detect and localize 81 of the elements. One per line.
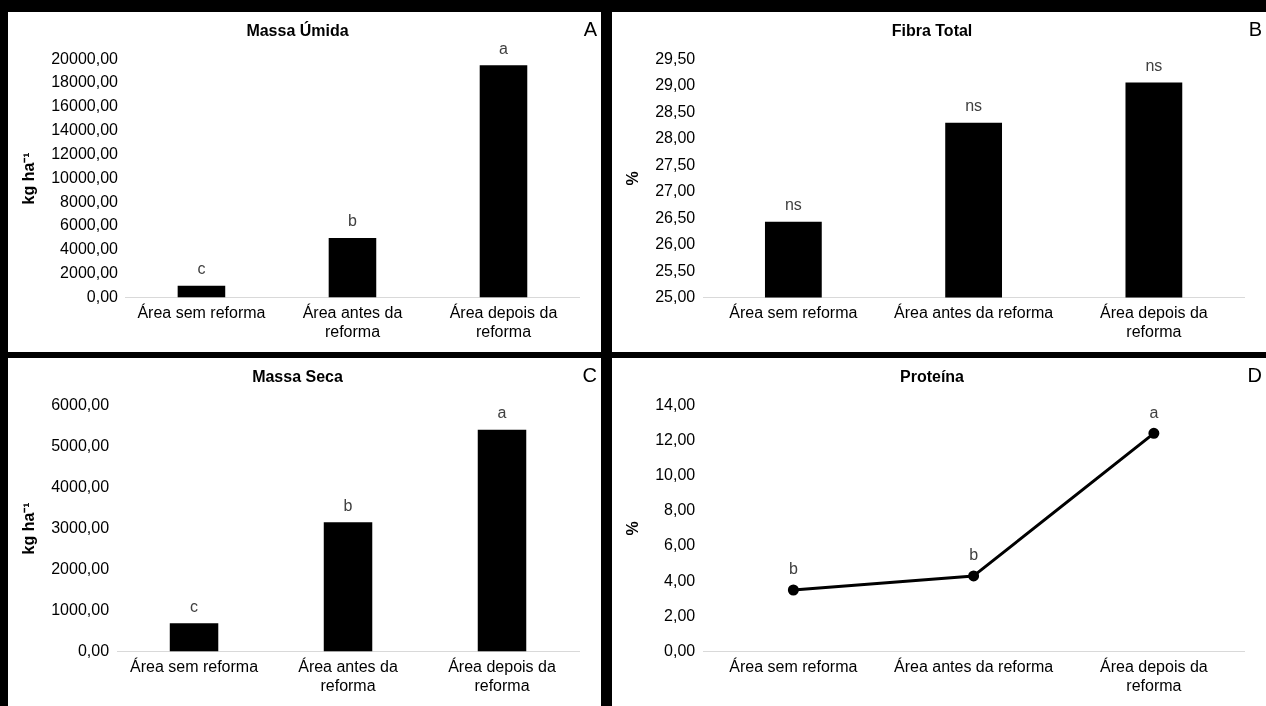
chart-title: Massa Úmida xyxy=(246,21,349,40)
y-tick-label: 28,50 xyxy=(655,102,696,120)
y-tick-label: 25,00 xyxy=(655,288,696,306)
y-tick-label: 6000,00 xyxy=(51,395,110,413)
annotation: b xyxy=(343,496,353,514)
x-tick-label: Área sem reforma xyxy=(130,656,259,675)
y-tick-label: 8,00 xyxy=(664,501,696,519)
bar xyxy=(323,522,373,652)
bar xyxy=(477,429,527,652)
annotation: a xyxy=(499,39,509,57)
y-tick-label: 10,00 xyxy=(655,466,696,484)
x-tick-label: Área antes da reforma xyxy=(894,656,1054,675)
y-tick-label: 27,00 xyxy=(655,182,696,200)
y-tick-label: 14000,00 xyxy=(51,121,119,139)
y-tick-label: 26,50 xyxy=(655,208,696,226)
y-tick-label: 2000,00 xyxy=(51,559,110,577)
bar xyxy=(169,623,219,652)
y-tick-label: 2000,00 xyxy=(60,264,119,282)
x-tick-label: Área antes da reforma xyxy=(894,302,1054,321)
y-tick-label: 6,00 xyxy=(664,536,696,554)
y-tick-label: 25,50 xyxy=(655,261,696,279)
annotation: ns xyxy=(965,97,983,115)
bar xyxy=(328,238,377,298)
x-tick-label: Área sem reforma xyxy=(729,302,858,321)
y-tick-label: 0,00 xyxy=(77,642,110,660)
y-tick-label: 12000,00 xyxy=(51,144,119,162)
y-tick-label: 4,00 xyxy=(664,571,696,589)
y-tick-label: 0,00 xyxy=(86,288,119,306)
x-tick-label: Área depois da reforma xyxy=(448,656,556,694)
y-axis-title: kg ha⁻¹ xyxy=(20,502,38,555)
y-tick-label: 16000,00 xyxy=(51,97,119,115)
y-tick-label: 28,00 xyxy=(655,129,696,147)
x-tick-label: Área depois da reforma xyxy=(449,302,558,340)
point xyxy=(968,570,980,582)
bar xyxy=(479,65,528,298)
y-tick-label: 5000,00 xyxy=(51,436,110,454)
x-tick-label: Área depois da reforma xyxy=(1100,656,1208,694)
y-tick-label: 2,00 xyxy=(664,606,696,624)
chart-title: Fibra Total xyxy=(891,22,973,40)
y-tick-label: 6000,00 xyxy=(60,216,119,234)
chart-title: Proteína xyxy=(899,368,965,386)
y-axis-title: kg ha⁻¹ xyxy=(20,152,38,205)
y-axis-title: % xyxy=(624,521,642,536)
annotation: c xyxy=(190,597,199,615)
bar xyxy=(177,285,226,298)
y-tick-label: 29,50 xyxy=(655,49,696,67)
x-tick-label: Área depois da reforma xyxy=(1100,302,1208,340)
text: B xyxy=(1248,17,1262,40)
point xyxy=(1148,427,1160,439)
y-tick-label: 4000,00 xyxy=(60,240,119,258)
y-tick-label: 27,50 xyxy=(655,155,696,173)
y-tick-label: 10000,00 xyxy=(51,168,119,186)
annotation: b xyxy=(969,546,979,564)
y-tick-label: 14,00 xyxy=(655,395,696,413)
annotation: b xyxy=(788,560,798,578)
y-axis-title: % xyxy=(624,171,642,186)
annotation: ns xyxy=(1145,56,1163,74)
annotation: c xyxy=(197,260,206,278)
y-tick-label: 3000,00 xyxy=(51,518,110,536)
annotation: a xyxy=(1149,403,1159,421)
y-tick-label: 26,00 xyxy=(655,235,696,253)
y-tick-label: 12,00 xyxy=(655,430,696,448)
y-tick-label: 4000,00 xyxy=(51,477,110,495)
text: A xyxy=(583,17,598,40)
annotation: ns xyxy=(784,196,802,214)
y-tick-label: 20000,00 xyxy=(51,49,119,67)
annotation: b xyxy=(348,212,358,230)
chart-title: Massa Seca xyxy=(252,368,343,386)
y-tick-label: 1000,00 xyxy=(51,600,110,618)
y-tick-label: 0,00 xyxy=(664,642,696,660)
y-tick-label: 18000,00 xyxy=(51,73,119,91)
point xyxy=(787,584,799,596)
y-tick-label: 8000,00 xyxy=(60,192,119,210)
x-tick-label: Área antes da reforma xyxy=(302,302,403,340)
x-tick-label: Área sem reforma xyxy=(137,302,266,321)
text: D xyxy=(1247,363,1262,386)
x-tick-label: Área sem reforma xyxy=(729,656,858,675)
annotation: a xyxy=(497,404,507,422)
text: C xyxy=(582,363,597,386)
y-tick-label: 29,00 xyxy=(655,76,696,94)
x-tick-label: Área antes da reforma xyxy=(298,656,398,694)
